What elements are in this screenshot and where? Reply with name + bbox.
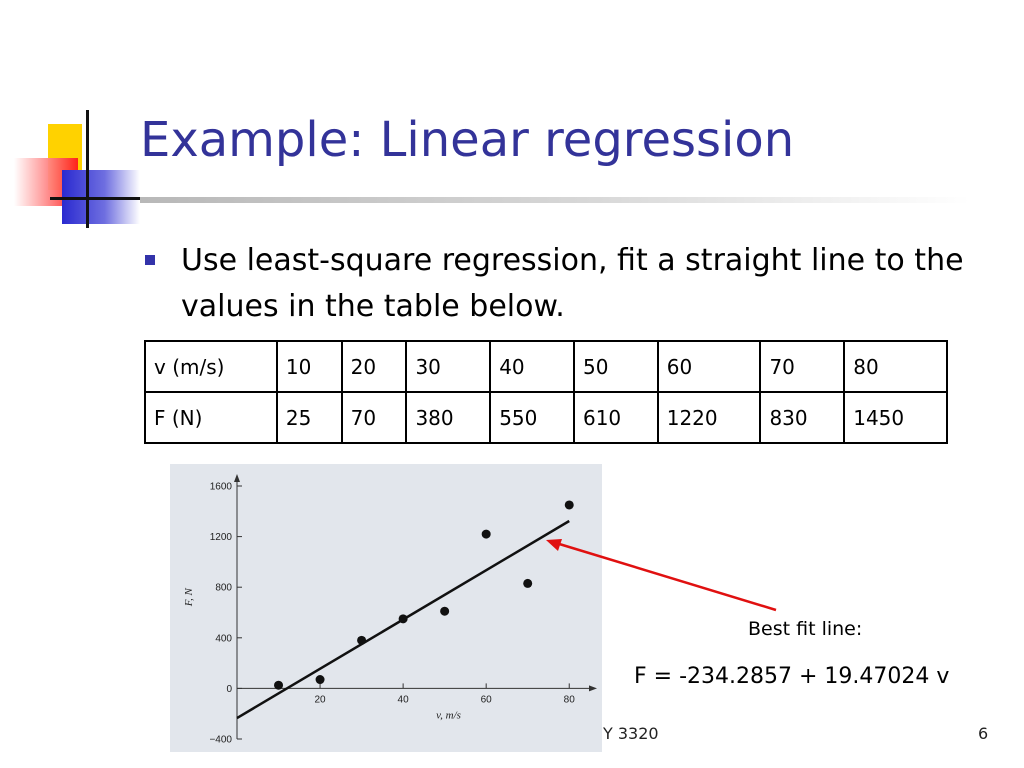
table-cell: 70 (759, 340, 846, 393)
table-cell: 25 (275, 391, 343, 444)
table-cell: 40 (489, 340, 575, 393)
page-number: 6 (978, 724, 989, 743)
table-cell: 550 (489, 391, 575, 444)
y-axis-arrow (234, 474, 240, 482)
table-row-header: v (m/s) (144, 340, 278, 393)
bullet-square-icon (145, 255, 155, 265)
table-cell: 1450 (843, 391, 948, 444)
x-axis-arrow (589, 685, 597, 692)
y-tick-label: 0 (226, 684, 232, 695)
decor-horizontal-line (50, 197, 144, 200)
table-row: F (N) 25 70 380 550 610 1220 830 1450 (144, 391, 948, 444)
best-fit-equation: F = -234.2857 + 19.47024 v (634, 664, 950, 689)
x-tick-label: 60 (481, 694, 493, 705)
table-cell: 20 (340, 340, 408, 393)
best-fit-label: Best fit line: (748, 618, 863, 640)
table-cell: 830 (759, 391, 846, 444)
chart-canvas: −400 0 400 800 1200 1600 20 40 60 80 v, m/s F, N (183, 474, 597, 746)
data-point (274, 680, 284, 690)
y-axis-title: F, N (183, 587, 195, 607)
regression-chart: −400 0 400 800 1200 1600 20 40 60 80 v, m/s F, N (170, 464, 602, 752)
table-cell: 10 (275, 340, 343, 393)
y-tick-label: 800 (215, 583, 232, 594)
data-point (481, 529, 491, 539)
data-point (357, 635, 367, 645)
y-tick-label: 1600 (210, 482, 233, 493)
footer-course-code: Y 3320 (603, 724, 659, 743)
y-tick-label: 400 (215, 633, 232, 644)
x-tick-label: 20 (314, 694, 326, 705)
bullet-text: Use least-square regression, fit a strai… (181, 243, 964, 324)
data-point (523, 578, 533, 588)
data-table: v (m/s) 10 20 30 40 50 60 70 80 F (N) 25 70 380 550 61… (144, 340, 948, 444)
table-cell: 1220 (656, 391, 762, 444)
table-row-header: F (N) (144, 391, 278, 444)
table-cell: 380 (405, 391, 492, 444)
data-point (398, 614, 408, 624)
x-axis-title: v, m/s (436, 709, 461, 721)
data-point (564, 500, 574, 510)
title-underline (140, 197, 970, 203)
decor-vertical-line (86, 110, 89, 228)
table-cell: 70 (340, 391, 408, 444)
table-cell: 50 (572, 340, 659, 393)
table-cell: 610 (572, 391, 659, 444)
y-tick-label: 1200 (210, 532, 233, 543)
table-cell: 30 (405, 340, 492, 393)
data-point (440, 606, 450, 616)
table-row: v (m/s) 10 20 30 40 50 60 70 80 (144, 340, 948, 393)
slide-title: Example: Linear regression (140, 112, 795, 168)
x-tick-label: 80 (564, 694, 576, 705)
table-cell: 60 (656, 340, 762, 393)
y-tick-label: −400 (209, 735, 232, 746)
table-cell: 80 (843, 340, 948, 393)
x-tick-label: 40 (398, 694, 410, 705)
data-point (315, 675, 325, 685)
